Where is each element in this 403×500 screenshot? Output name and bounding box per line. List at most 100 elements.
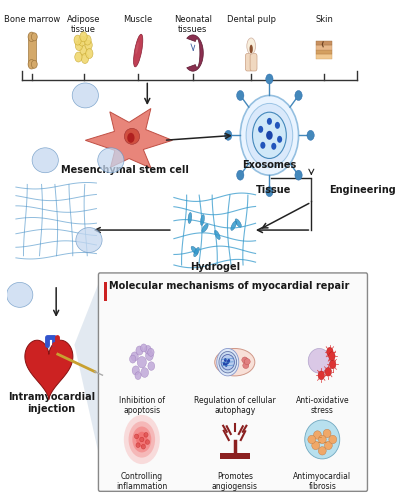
Bar — [316, 42, 332, 46]
Ellipse shape — [194, 248, 199, 257]
Circle shape — [124, 415, 160, 464]
Circle shape — [318, 371, 324, 380]
Ellipse shape — [242, 357, 248, 363]
Text: Skin: Skin — [315, 14, 333, 24]
Circle shape — [75, 52, 82, 62]
Text: Molecular mechanisms of myocardial repair: Molecular mechanisms of myocardial repai… — [109, 281, 350, 291]
Ellipse shape — [137, 356, 146, 368]
Text: Neonatal
tissues: Neonatal tissues — [174, 14, 212, 34]
Bar — [220, 452, 250, 458]
Circle shape — [325, 368, 332, 376]
Ellipse shape — [98, 148, 124, 172]
Polygon shape — [85, 108, 172, 168]
Circle shape — [127, 133, 135, 143]
Circle shape — [237, 170, 244, 180]
Text: Inhibition of
apoptosis: Inhibition of apoptosis — [119, 396, 165, 415]
Ellipse shape — [148, 348, 154, 356]
Circle shape — [225, 363, 228, 367]
Circle shape — [240, 96, 299, 175]
Text: Antimyocardial
fibrosis: Antimyocardial fibrosis — [293, 472, 351, 492]
Circle shape — [84, 35, 91, 45]
Ellipse shape — [135, 42, 139, 54]
Circle shape — [80, 32, 87, 42]
Text: Anti-oxidative
stress: Anti-oxidative stress — [295, 396, 349, 415]
Ellipse shape — [145, 346, 151, 354]
Ellipse shape — [235, 219, 241, 228]
Ellipse shape — [136, 443, 140, 448]
Ellipse shape — [243, 362, 249, 368]
Text: Promotes
angiogensis: Promotes angiogensis — [212, 472, 258, 492]
Circle shape — [258, 126, 263, 133]
Ellipse shape — [131, 352, 138, 361]
Ellipse shape — [244, 358, 250, 364]
Ellipse shape — [308, 436, 316, 444]
Circle shape — [295, 170, 302, 180]
Polygon shape — [187, 35, 203, 71]
Bar — [104, 282, 107, 301]
Ellipse shape — [217, 348, 239, 376]
Ellipse shape — [318, 436, 326, 444]
Circle shape — [224, 358, 227, 362]
Ellipse shape — [200, 214, 204, 226]
Circle shape — [266, 131, 273, 140]
Text: Mesenchymal stem cell: Mesenchymal stem cell — [62, 165, 189, 175]
Ellipse shape — [249, 44, 253, 54]
Circle shape — [79, 36, 86, 46]
Text: Engineering: Engineering — [330, 185, 396, 195]
Ellipse shape — [221, 354, 235, 370]
Ellipse shape — [141, 444, 145, 449]
Circle shape — [86, 48, 93, 58]
Ellipse shape — [135, 434, 139, 438]
Ellipse shape — [133, 34, 143, 67]
Ellipse shape — [132, 366, 139, 375]
Circle shape — [31, 60, 37, 68]
Text: Hydrogel: Hydrogel — [190, 262, 240, 272]
Ellipse shape — [141, 344, 147, 352]
Circle shape — [75, 40, 83, 50]
Ellipse shape — [214, 230, 220, 239]
Text: Regulation of cellular
autophagy: Regulation of cellular autophagy — [194, 396, 276, 415]
Text: Adipose
tissue: Adipose tissue — [67, 14, 100, 34]
Text: Tissue: Tissue — [256, 185, 291, 195]
Circle shape — [307, 130, 314, 140]
Circle shape — [31, 33, 37, 41]
Ellipse shape — [129, 355, 136, 363]
Ellipse shape — [145, 440, 150, 444]
Bar — [316, 54, 332, 60]
Circle shape — [277, 136, 282, 143]
Text: Bone marrow: Bone marrow — [4, 14, 60, 24]
Ellipse shape — [247, 38, 256, 54]
Ellipse shape — [191, 246, 198, 254]
Ellipse shape — [148, 362, 155, 370]
Ellipse shape — [32, 347, 58, 372]
Circle shape — [266, 186, 273, 196]
Circle shape — [227, 359, 230, 362]
Ellipse shape — [136, 346, 143, 355]
Circle shape — [267, 118, 272, 125]
Ellipse shape — [329, 436, 337, 444]
Ellipse shape — [32, 148, 58, 172]
Circle shape — [295, 90, 302, 101]
Ellipse shape — [6, 282, 33, 308]
Polygon shape — [75, 280, 100, 460]
Circle shape — [260, 142, 266, 149]
Circle shape — [330, 360, 336, 369]
Circle shape — [329, 352, 335, 360]
Ellipse shape — [145, 351, 153, 360]
Text: Exosomes: Exosomes — [242, 160, 297, 170]
Circle shape — [81, 54, 89, 64]
FancyBboxPatch shape — [98, 273, 368, 492]
Ellipse shape — [312, 442, 320, 450]
Text: Controlling
inflammation: Controlling inflammation — [116, 472, 168, 492]
Circle shape — [224, 130, 232, 140]
Ellipse shape — [144, 432, 148, 437]
Ellipse shape — [188, 212, 192, 224]
Circle shape — [80, 46, 87, 56]
Polygon shape — [25, 340, 73, 400]
Circle shape — [85, 40, 92, 50]
Ellipse shape — [308, 348, 330, 373]
Bar — [316, 46, 332, 50]
Ellipse shape — [135, 372, 141, 380]
Bar — [316, 50, 332, 54]
Ellipse shape — [141, 368, 149, 378]
